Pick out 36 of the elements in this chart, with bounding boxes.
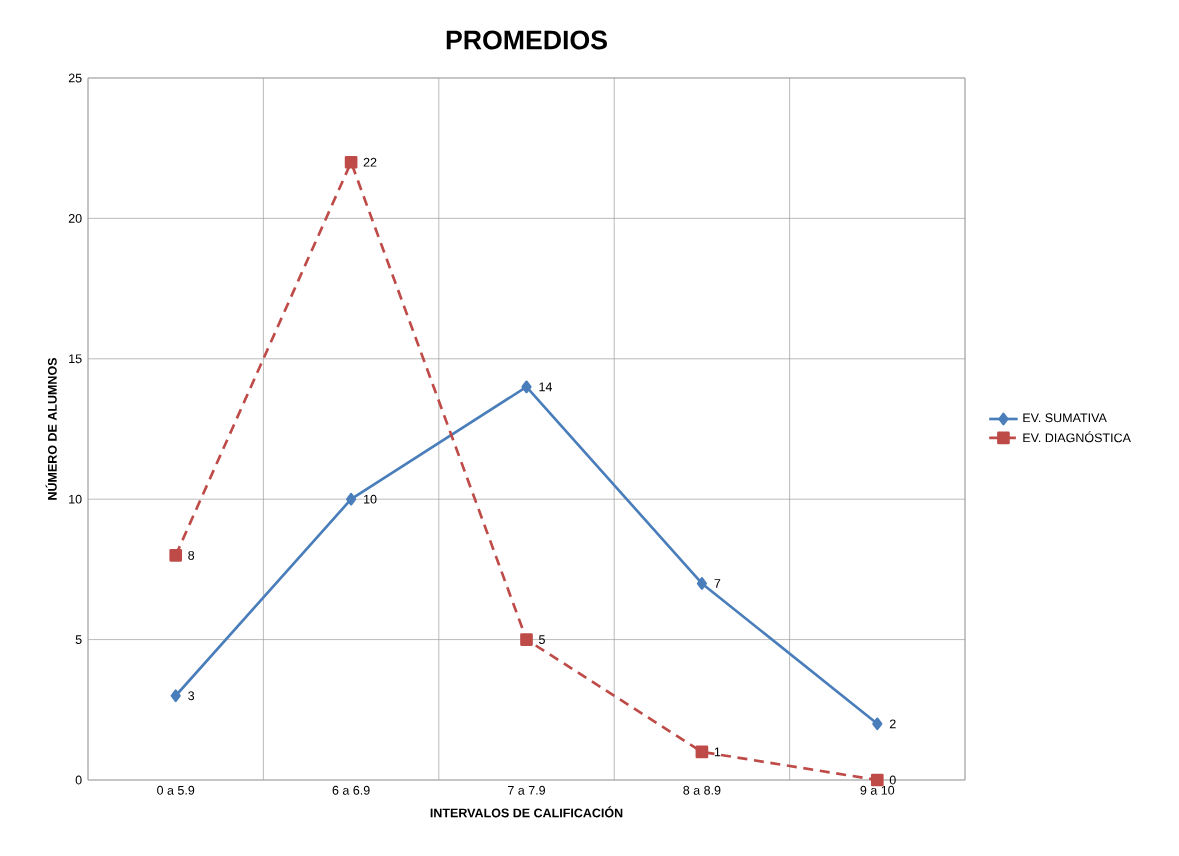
y-axis-title: NÚMERO DE ALUMNOS xyxy=(45,357,57,500)
point xyxy=(696,577,707,590)
y-tick-label: 0 xyxy=(75,775,82,785)
point xyxy=(872,717,883,731)
data-label: 3 xyxy=(188,691,195,701)
point xyxy=(346,492,357,506)
x-tick-label: 7 a 7.9 xyxy=(508,785,546,795)
y-tick-label: 5 xyxy=(75,635,82,644)
x-tick-label: 6 a 6.9 xyxy=(332,785,370,795)
point xyxy=(870,773,884,787)
point xyxy=(521,380,532,394)
legend-label: EV. DIAGNÓSTICA xyxy=(1023,431,1131,443)
chart-title: PROMEDIOS xyxy=(446,30,607,50)
data-label: 14 xyxy=(539,382,553,392)
point xyxy=(695,745,709,759)
data-label: 7 xyxy=(714,579,721,588)
data-label: 0 xyxy=(889,775,896,785)
data-label: 2 xyxy=(889,719,896,729)
data-label: 5 xyxy=(539,635,545,644)
data-label: 1 xyxy=(714,747,721,757)
x-axis-title: INTERVALOS DE CALIFICACIÓN xyxy=(430,806,623,818)
y-tick-label: 15 xyxy=(69,354,82,364)
legend-label: EV. SUMATIVA xyxy=(1023,413,1107,423)
x-tick-label: 8 a 8.9 xyxy=(683,785,721,795)
y-tick-label: 10 xyxy=(69,494,82,504)
x-tick-label: 9 a 10 xyxy=(860,785,895,795)
data-label: 22 xyxy=(363,157,377,167)
y-tick-label: 25 xyxy=(68,73,82,83)
data-label: 8 xyxy=(188,550,195,560)
data-label: 10 xyxy=(364,494,377,504)
y-tick-label: 20 xyxy=(68,213,82,223)
point xyxy=(520,633,533,646)
point xyxy=(344,155,358,169)
point xyxy=(170,689,181,703)
point xyxy=(169,549,183,562)
x-tick-label: 0 a 5.9 xyxy=(157,785,195,795)
